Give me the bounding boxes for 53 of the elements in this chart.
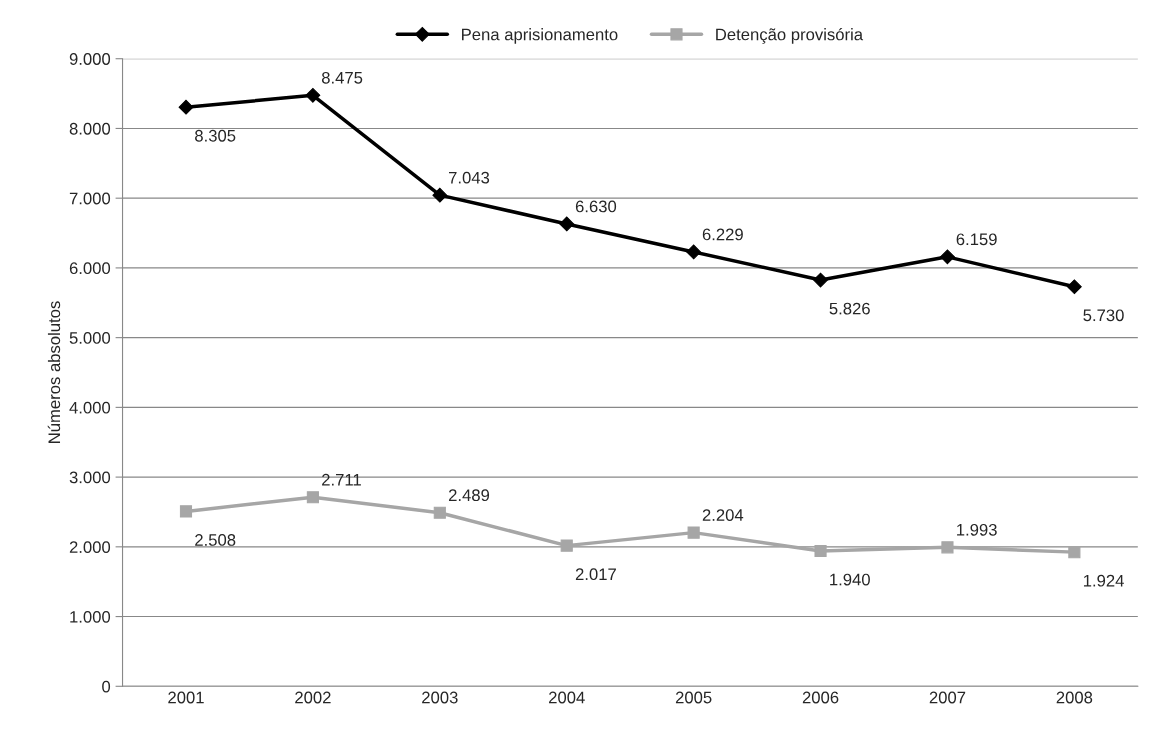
data-label: 6.229 (702, 228, 743, 241)
data-label: 5.730 (1083, 309, 1124, 322)
point (178, 99, 194, 115)
point (433, 506, 446, 519)
point (941, 541, 954, 554)
data-label: 1.924 (1083, 574, 1124, 587)
y-tick-label: 9.000 (69, 53, 111, 65)
x-tick-label: 2008 (1056, 691, 1093, 704)
point (1068, 546, 1081, 559)
data-label: 2.204 (702, 509, 744, 521)
y-tick-label: 3.000 (69, 471, 111, 484)
data-label: 8.475 (321, 71, 363, 84)
point (814, 544, 827, 558)
point (686, 244, 702, 260)
data-label: 2.017 (575, 568, 616, 581)
y-tick-label: 4.000 (69, 401, 111, 414)
data-label: 8.305 (195, 129, 236, 142)
x-tick-label: 2001 (168, 691, 204, 704)
y-tick-label: 7.000 (69, 192, 111, 205)
point (1066, 279, 1082, 295)
data-label: 2.508 (195, 534, 236, 546)
y-tick-label: 6.000 (69, 262, 111, 275)
point (305, 87, 321, 103)
data-label: 2.489 (448, 489, 490, 502)
data-label: 1.993 (957, 523, 997, 536)
y-tick-label: 0 (102, 680, 111, 693)
data-label: 6.630 (575, 200, 617, 213)
data-label: 6.159 (956, 233, 997, 246)
data-label: 1.940 (830, 573, 870, 586)
point (179, 505, 193, 518)
y-axis-title: Números absolutos (47, 301, 61, 443)
legend-label: Detenção provisória (716, 27, 864, 44)
y-tick-label: 1.000 (70, 610, 111, 623)
x-tick-label: 2005 (675, 691, 712, 704)
x-tick-label: 2003 (422, 691, 458, 704)
x-tick-label: 2006 (802, 691, 839, 704)
data-label: 5.826 (829, 302, 870, 315)
point (813, 272, 828, 288)
point (687, 526, 700, 539)
point (306, 491, 319, 504)
point (559, 216, 575, 232)
point (432, 187, 448, 203)
y-tick-label: 8.000 (69, 122, 111, 135)
y-tick-label: 5.000 (69, 332, 111, 344)
x-tick-label: 2002 (295, 691, 331, 704)
x-tick-label: 2007 (929, 691, 966, 704)
legend-label: Pena aprisionamento (462, 28, 618, 44)
point (560, 539, 573, 552)
y-tick-label: 2.000 (69, 541, 111, 554)
x-tick-label: 2004 (549, 691, 585, 704)
data-label: 7.043 (449, 171, 490, 184)
data-label: 2.711 (322, 473, 361, 486)
point (940, 249, 955, 265)
